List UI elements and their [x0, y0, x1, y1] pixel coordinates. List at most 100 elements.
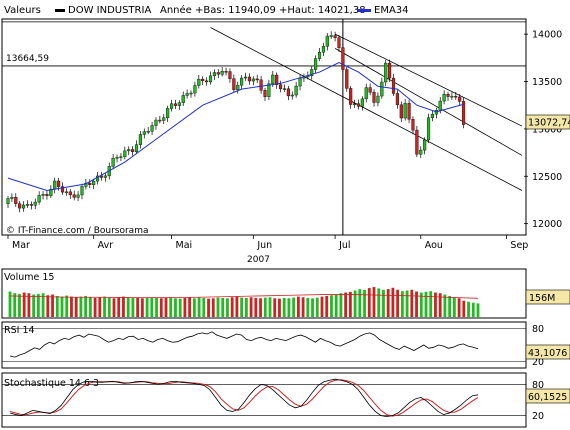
volume-bar [306, 297, 310, 317]
volume-bar [230, 297, 234, 317]
volume-bar [207, 298, 210, 317]
candle-body [290, 94, 294, 97]
candle-body [45, 194, 49, 196]
candle-body [162, 117, 166, 121]
volume-bar [292, 297, 296, 317]
candle-body [411, 119, 415, 131]
candle-body [177, 102, 181, 106]
volume-bar [405, 290, 409, 317]
volume-bar [244, 297, 248, 317]
ema-swatch [357, 9, 371, 12]
candle-body [271, 74, 275, 84]
volume-bar [457, 298, 461, 317]
stochastic-title: Stochastique 14 6 3 [4, 378, 99, 389]
volume-bar [235, 296, 239, 317]
candle-body [193, 85, 197, 94]
candle-body [407, 103, 411, 120]
candle-body [111, 157, 115, 167]
candle-body [388, 62, 392, 79]
candle-body [134, 144, 139, 152]
x-tick-label: Jun [256, 240, 272, 251]
volume-bar [13, 293, 17, 317]
candle-body [372, 92, 376, 103]
candle-body [146, 131, 150, 133]
volume-bar [117, 297, 121, 317]
candle-body [64, 191, 68, 194]
last-price-tag: 13072,74 [525, 114, 570, 130]
candle-body [329, 35, 333, 37]
y-tick-label: 13500 [532, 77, 562, 88]
volume-bar [122, 296, 125, 317]
candle-body [294, 85, 298, 96]
candle-body [259, 79, 263, 91]
volume-bar [126, 297, 130, 317]
candle-body [131, 149, 135, 152]
volume-bar [197, 297, 201, 317]
candle-body [454, 95, 458, 98]
volume-bar [382, 289, 385, 317]
candle-body [220, 71, 224, 75]
volume-bar [51, 294, 54, 317]
volume-bar [60, 296, 64, 317]
candle-body [317, 52, 322, 59]
candle-body [29, 204, 33, 206]
volume-bar [107, 297, 111, 317]
trend-line [334, 48, 523, 156]
y-tick-label: 14000 [532, 30, 562, 41]
volume-bar [287, 298, 291, 317]
volume-bar [131, 297, 135, 317]
candle-body [150, 125, 154, 132]
candle-body [57, 180, 61, 187]
candle-body [232, 78, 236, 90]
candle-body [349, 88, 353, 105]
volume-bar [462, 300, 466, 317]
candle-body [212, 72, 216, 77]
volume-bar [103, 296, 106, 317]
candle-body [352, 103, 357, 105]
volume-bar [70, 296, 73, 317]
candle-body [337, 37, 341, 48]
candle-body [92, 180, 96, 185]
volume-bar [263, 297, 267, 317]
volume-bar [183, 297, 187, 317]
candle-body [314, 58, 318, 70]
candle-body [442, 94, 446, 102]
volume-bar [84, 295, 88, 317]
stochastic-tag [525, 388, 570, 404]
volume-bar [226, 298, 229, 317]
candle-body [298, 77, 302, 87]
candle-body [37, 195, 41, 203]
candle-body [6, 198, 10, 204]
candle-body [399, 104, 403, 119]
candle-body [380, 81, 384, 97]
candle-body [103, 175, 107, 178]
stochastic-value: 60,1525 [528, 392, 567, 403]
candle-body [10, 197, 14, 199]
stochastic-level-label: 20 [532, 411, 544, 422]
candle-body [216, 72, 220, 75]
candle-body [138, 134, 142, 145]
trend-line [334, 33, 523, 127]
candle-body [333, 35, 337, 38]
candle-body [282, 88, 287, 90]
volume-value: 156M [529, 293, 555, 304]
candle-body [99, 175, 104, 178]
volume-bar [278, 298, 281, 317]
rsi-panel: RSI 14 80 20 43,1076 [1, 321, 570, 369]
range-text: Année +Bas: 11940,09 +Haut: 14021,38 [160, 4, 366, 16]
candle-body [88, 182, 92, 185]
candle-body [18, 203, 22, 209]
x-tick-label: Sep [510, 240, 528, 251]
stochastic-panel: Stochastique 14 6 3 80 20 60,1525 [1, 372, 570, 428]
volume-bar [159, 298, 163, 317]
candle-body [279, 84, 283, 90]
volume-bar [216, 297, 220, 317]
date-axis: Mar Avr Mai Jun Jul Aou Sep [7, 235, 528, 251]
volume-bar [363, 289, 366, 317]
candle-body [341, 47, 345, 70]
candle-body [356, 103, 361, 107]
candle-body [310, 69, 314, 76]
candle-body [115, 157, 119, 159]
values-label[interactable]: Valeurs [4, 5, 41, 16]
